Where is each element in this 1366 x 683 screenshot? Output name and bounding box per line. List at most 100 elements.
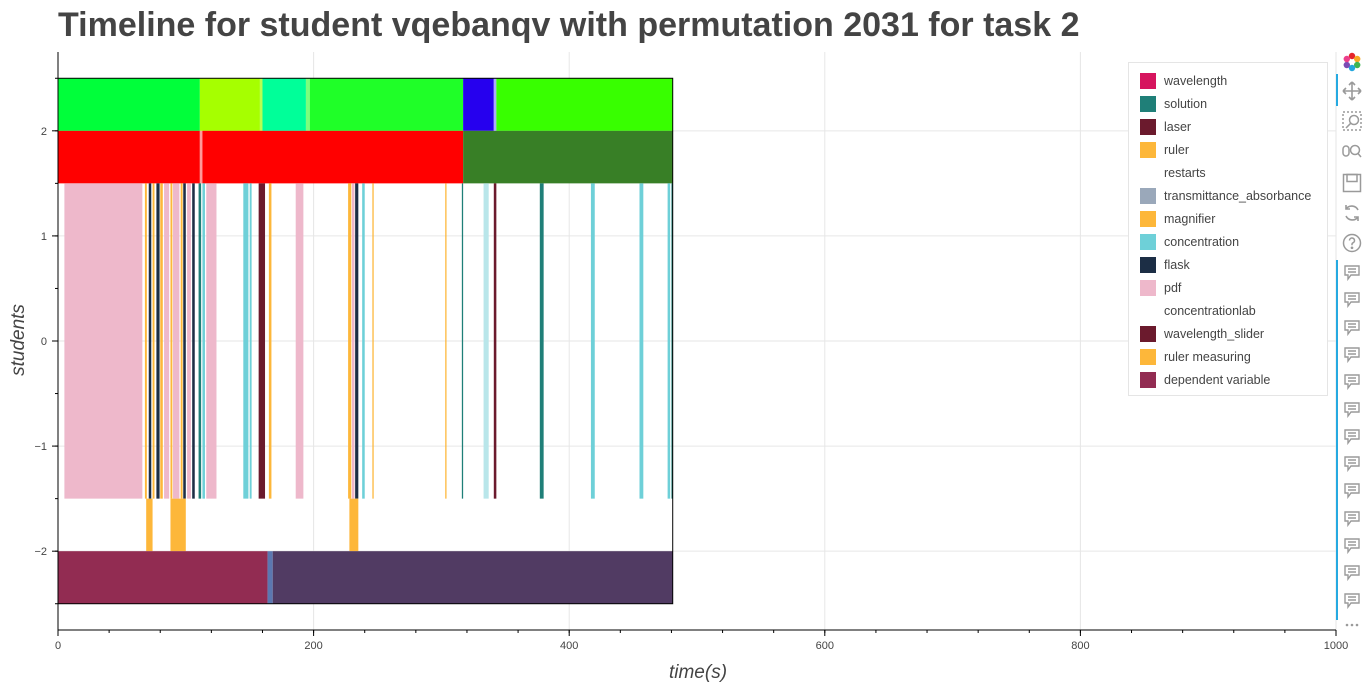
x-axis-title: time(s) [669, 662, 727, 683]
timeline-segment [496, 78, 673, 131]
timeline-segment [173, 183, 180, 499]
wheel-zoom-icon[interactable] [1341, 141, 1363, 163]
legend-item[interactable]: wavelength_slider [1129, 322, 1327, 345]
legend-label: restarts [1164, 165, 1206, 180]
timeline-segment [272, 551, 673, 604]
timeline-segment [305, 78, 310, 131]
timeline-segment [180, 183, 183, 499]
legend-label: concentrationlab [1164, 303, 1256, 318]
legend-item[interactable]: restarts [1129, 161, 1327, 184]
timeline-segment [493, 78, 497, 131]
timeline-segment [198, 183, 202, 499]
legend-swatch [1140, 187, 1156, 204]
hover-icon[interactable] [1341, 289, 1363, 311]
legend-swatch [1140, 302, 1156, 319]
legend-item[interactable]: solution [1129, 92, 1327, 115]
toolbar-divider [1336, 260, 1338, 620]
hover-icon[interactable] [1341, 453, 1363, 475]
timeline-segment [268, 183, 272, 499]
timeline-segment [539, 183, 544, 499]
timeline-segment [249, 183, 252, 499]
legend-item[interactable]: concentration [1129, 230, 1327, 253]
timeline-segment [309, 78, 464, 131]
timeline-segment [144, 183, 147, 499]
x-tick-label: 0 [55, 640, 61, 652]
legend-item[interactable]: concentrationlab [1129, 299, 1327, 322]
timeline-segment [267, 551, 273, 604]
legend-item[interactable]: magnifier [1129, 207, 1327, 230]
chart-title: Timeline for student vqebanqv with permu… [58, 6, 1080, 44]
y-tick-label: 0 [41, 336, 47, 348]
timeline-segment [259, 78, 263, 131]
hover-icon[interactable] [1341, 535, 1363, 557]
legend-swatch [1140, 256, 1156, 273]
x-tick-label: 400 [560, 640, 578, 652]
timeline-segment [148, 183, 152, 499]
timeline-segment [262, 78, 306, 131]
y-axis-title: students [8, 304, 29, 376]
timeline-segment [463, 78, 494, 131]
timeline-segment [187, 183, 191, 499]
timeline-segment [372, 183, 374, 499]
timeline-segment [58, 78, 200, 131]
legend-label: wavelength_slider [1164, 326, 1265, 341]
legend-item[interactable]: transmittance_absorbance [1129, 184, 1327, 207]
save-icon[interactable] [1341, 172, 1363, 194]
hover-icon[interactable] [1341, 590, 1363, 612]
legend-item[interactable]: dependent variable [1129, 368, 1327, 391]
legend-swatch [1140, 141, 1156, 158]
legend-item[interactable]: ruler [1129, 138, 1327, 161]
more-icon[interactable] [1341, 618, 1363, 632]
legend-label: flask [1164, 257, 1190, 272]
box-zoom-icon[interactable] [1341, 110, 1363, 132]
timeline-segment [349, 498, 359, 552]
hover-icon[interactable] [1341, 399, 1363, 421]
hover-icon[interactable] [1341, 426, 1363, 448]
legend-label: concentration [1164, 234, 1240, 249]
y-tick-label: 1 [41, 231, 47, 243]
hover-icon[interactable] [1341, 344, 1363, 366]
legend-item[interactable]: ruler measuring [1129, 345, 1327, 368]
x-tick-label: 200 [304, 640, 322, 652]
hover-icon[interactable] [1341, 371, 1363, 393]
legend-swatch [1140, 72, 1156, 89]
hover-icon[interactable] [1341, 480, 1363, 502]
legend-label: transmittance_absorbance [1164, 188, 1312, 203]
timeline-segment [58, 551, 268, 604]
legend-swatch [1140, 279, 1156, 296]
timeline-bands [58, 78, 673, 604]
axes: 0 200 400 600 800 1000 −2 −1 0 1 2 [34, 52, 1348, 652]
x-tick-label: 600 [816, 640, 834, 652]
timeline-segment [295, 183, 304, 499]
legend-item[interactable]: laser [1129, 115, 1327, 138]
legend-swatch [1140, 118, 1156, 135]
pan-icon[interactable] [1341, 80, 1363, 102]
y-tick-label: −2 [34, 546, 47, 558]
legend-item[interactable]: flask [1129, 253, 1327, 276]
legend-label: solution [1164, 96, 1208, 111]
timeline-segment [461, 183, 464, 499]
timeline-segment [58, 130, 200, 184]
plot-toolbar [1336, 48, 1366, 638]
timeline-segment [639, 183, 644, 499]
timeline-segment [164, 183, 170, 499]
timeline-segment [170, 183, 173, 499]
timeline-segment [493, 183, 497, 499]
hover-icon[interactable] [1341, 508, 1363, 530]
hover-icon[interactable] [1341, 262, 1363, 284]
timeline-segment [463, 130, 673, 184]
timeline-segment [170, 498, 186, 552]
timeline-segment [202, 183, 205, 499]
x-tick-label: 800 [1071, 640, 1089, 652]
timeline-segment [192, 183, 195, 499]
timeline-segment [348, 183, 352, 499]
legend-item[interactable]: pdf [1129, 276, 1327, 299]
timeline-segment [206, 183, 217, 499]
help-icon[interactable] [1341, 232, 1363, 254]
bokeh-logo-icon[interactable] [1341, 51, 1363, 73]
hover-icon[interactable] [1341, 562, 1363, 584]
reset-icon[interactable] [1341, 202, 1363, 224]
hover-icon[interactable] [1341, 317, 1363, 339]
legend-item[interactable]: wavelength [1129, 69, 1327, 92]
